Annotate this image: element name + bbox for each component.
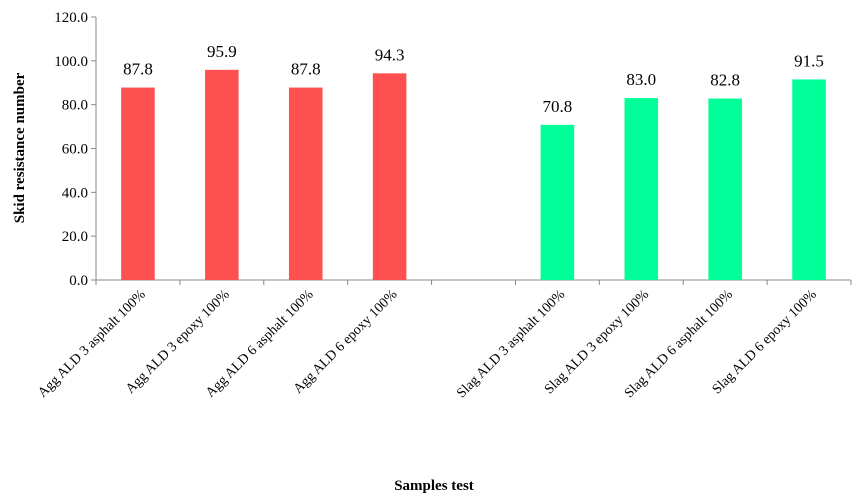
y-axis-title: Skid resistance number xyxy=(12,72,28,223)
bar-value-label: 87.8 xyxy=(291,60,321,79)
bars xyxy=(121,69,826,281)
y-tick-label: 80.0 xyxy=(62,98,88,114)
bar-value-label: 87.8 xyxy=(123,60,153,79)
bar xyxy=(708,98,742,280)
bar xyxy=(540,124,575,280)
bar-value-label: 82.8 xyxy=(710,71,740,90)
bar-value-label: 83.0 xyxy=(626,70,656,89)
x-axis-ticks xyxy=(95,280,852,285)
bar-value-label: 95.9 xyxy=(207,42,237,61)
y-tick-label: 60.0 xyxy=(62,142,88,158)
category-labels: Agg ALD 3 asphalt 100%Agg ALD 3 epoxy 10… xyxy=(35,287,820,401)
bar xyxy=(121,87,155,281)
x-axis-title: Samples test xyxy=(394,478,474,494)
y-axis-ticks: 0.0 20.0 40.0 60.0 80.0 100.0 120.0 xyxy=(54,10,96,289)
bar xyxy=(624,98,659,280)
bar-value-label: 94.3 xyxy=(375,45,405,64)
y-tick-label: 0.0 xyxy=(69,273,88,289)
bar xyxy=(288,87,323,281)
y-tick-label: 40.0 xyxy=(62,185,88,201)
data-labels: 87.8 95.9 87.8 94.3 70.8 83.0 82.8 91.5 xyxy=(123,42,824,116)
y-tick-label: 100.0 xyxy=(54,54,88,70)
bar xyxy=(372,73,407,280)
y-tick-label: 120.0 xyxy=(54,10,88,26)
bar xyxy=(792,79,826,281)
bar xyxy=(205,69,239,280)
bar-value-label: 91.5 xyxy=(794,51,824,70)
bar-value-label: 70.8 xyxy=(543,97,573,116)
y-tick-label: 20.0 xyxy=(62,229,88,245)
